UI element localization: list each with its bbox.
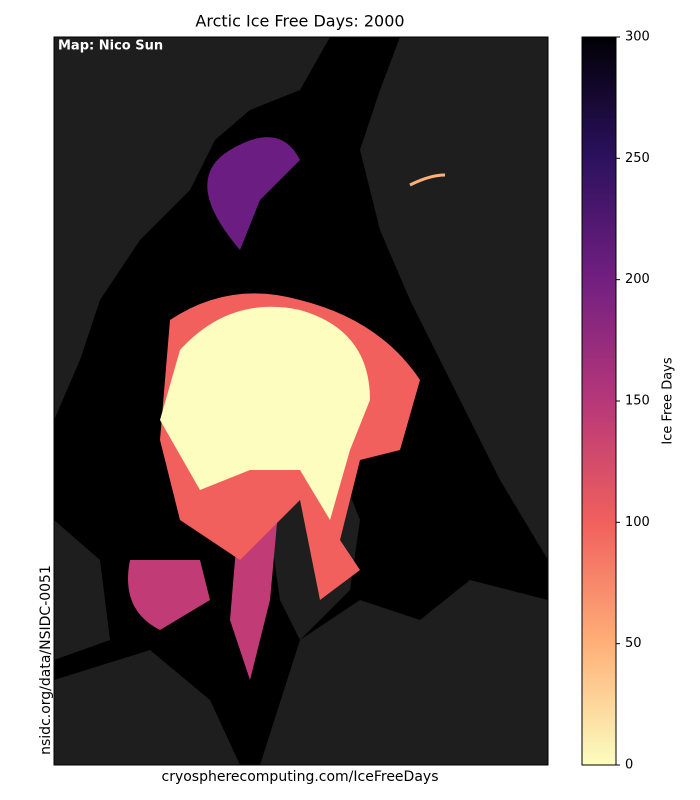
ice-novaya xyxy=(409,173,446,187)
colorbar-label: Ice Free Days xyxy=(661,357,676,445)
colorbar xyxy=(581,36,617,766)
colorbar-tick-label: 0 xyxy=(625,758,633,773)
ice-hudson xyxy=(128,560,210,630)
land-canada xyxy=(260,580,548,765)
colorbar-tick-label: 250 xyxy=(625,151,650,166)
colorbar-tick-label: 200 xyxy=(625,272,650,287)
ice-core xyxy=(160,306,370,520)
land-europe xyxy=(360,37,548,560)
source-label: nsidc.org/data/NSIDC-0051 xyxy=(38,565,54,755)
colorbar-tick-label: 300 xyxy=(625,30,650,45)
colorbar-tick-label: 50 xyxy=(625,636,642,651)
colorbar-tick-label: 100 xyxy=(625,515,650,530)
credit: Map: Nico Sun xyxy=(58,39,163,54)
ice-okhotsk xyxy=(207,137,300,250)
colorbar-tick-label: 150 xyxy=(625,394,650,409)
map xyxy=(54,37,548,765)
land-alaska xyxy=(54,520,240,765)
map-frame xyxy=(53,36,549,766)
map-title: Arctic Ice Free Days: 2000 xyxy=(195,12,404,31)
land-asia xyxy=(54,37,330,420)
url-label: cryospherecomputing.com/IceFreeDays xyxy=(162,769,439,785)
